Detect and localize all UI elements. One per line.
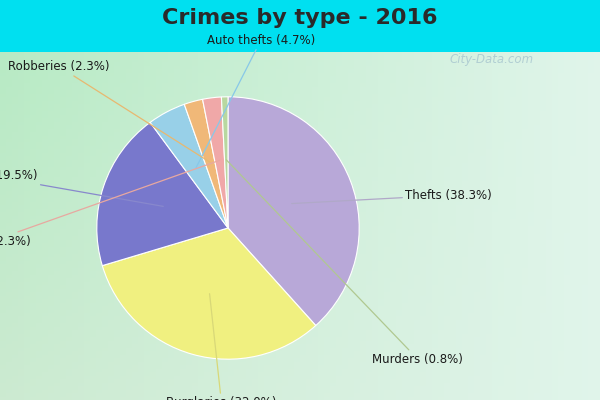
Wedge shape: [203, 97, 228, 228]
Text: Assaults (19.5%): Assaults (19.5%): [0, 169, 163, 206]
Text: City-Data.com: City-Data.com: [450, 54, 534, 66]
Wedge shape: [97, 122, 228, 266]
Wedge shape: [221, 97, 228, 228]
Text: Rapes (2.3%): Rapes (2.3%): [0, 160, 220, 248]
Text: Murders (0.8%): Murders (0.8%): [226, 160, 463, 366]
Wedge shape: [184, 99, 228, 228]
Text: Crimes by type - 2016: Crimes by type - 2016: [162, 8, 438, 28]
Wedge shape: [150, 104, 228, 228]
Wedge shape: [103, 228, 316, 359]
Text: Burglaries (32.0%): Burglaries (32.0%): [166, 294, 277, 400]
Wedge shape: [228, 97, 359, 326]
Text: Thefts (38.3%): Thefts (38.3%): [292, 189, 492, 204]
Text: Robberies (2.3%): Robberies (2.3%): [8, 60, 210, 162]
Text: Auto thefts (4.7%): Auto thefts (4.7%): [196, 34, 315, 168]
